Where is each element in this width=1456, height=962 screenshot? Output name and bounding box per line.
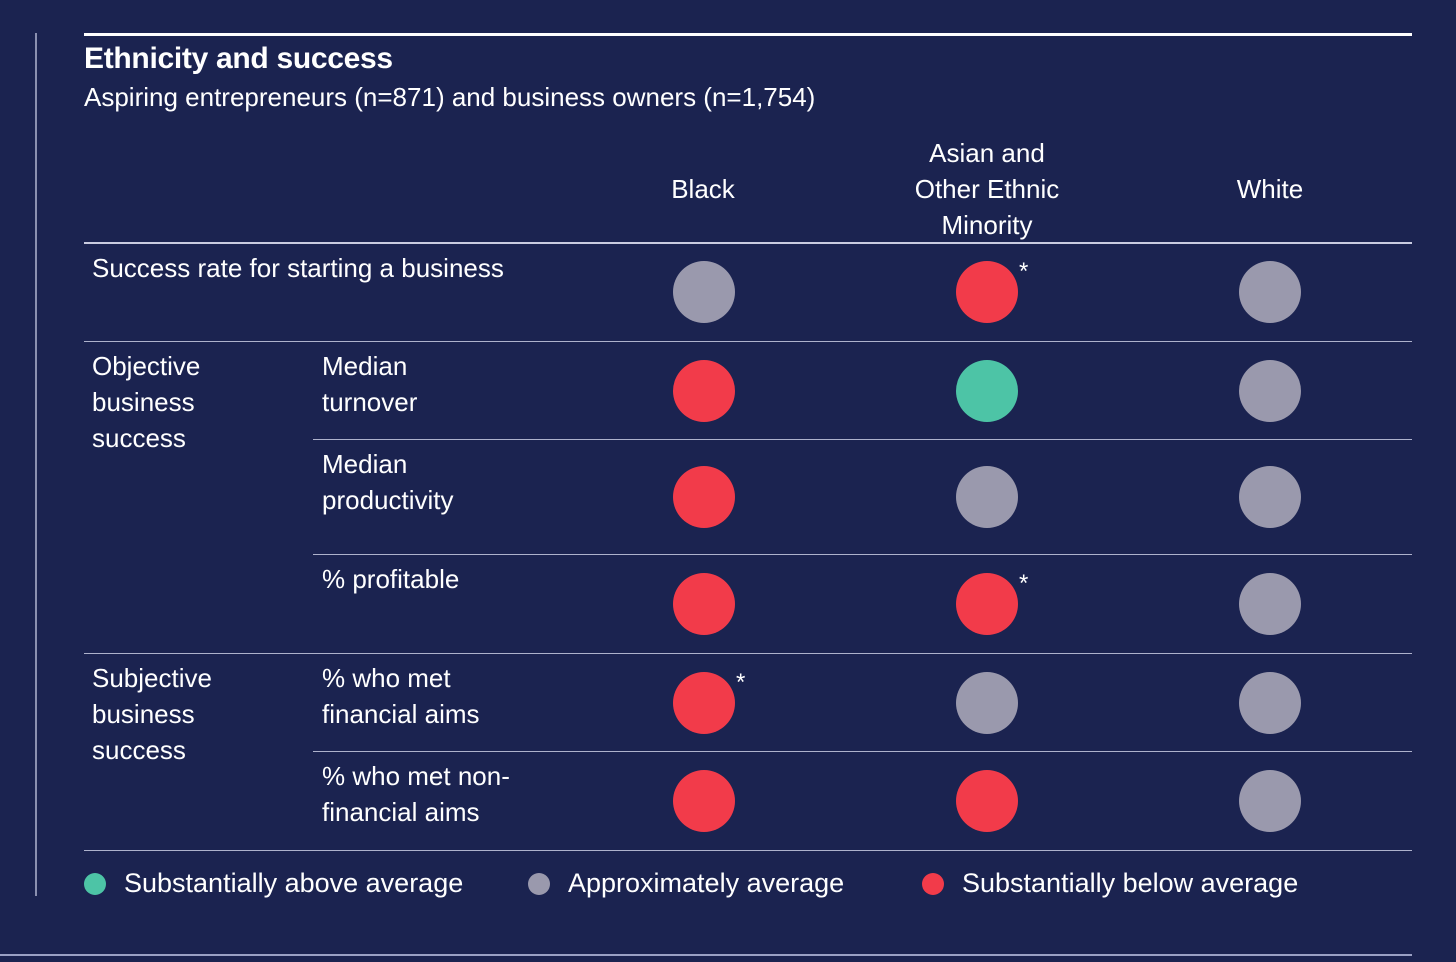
rating-dot-average xyxy=(1239,466,1301,528)
bottom-rule xyxy=(0,954,1412,956)
rating-dot-below xyxy=(673,360,735,422)
rating-dot-average xyxy=(1239,672,1301,734)
header-rule xyxy=(84,242,1412,244)
rating-dot-below xyxy=(673,672,735,734)
rating-dot-below xyxy=(956,770,1018,832)
rating-dot-average xyxy=(1239,770,1301,832)
significance-asterisk: * xyxy=(736,669,746,696)
row-label-success-rate: Success rate for starting a business xyxy=(92,253,504,283)
rating-dot-average xyxy=(673,261,735,323)
significance-asterisk: * xyxy=(1019,258,1029,285)
row-rule xyxy=(84,850,1412,851)
rating-dot-below xyxy=(673,573,735,635)
legend-above-dot xyxy=(84,872,106,895)
rating-dot-below xyxy=(673,466,735,528)
chart-subtitle: Aspiring entrepreneurs (n=871) and busin… xyxy=(84,82,816,112)
chart-title: Ethnicity and success xyxy=(84,42,393,75)
row-rule xyxy=(84,341,1412,342)
left-vertical-rule xyxy=(35,33,37,896)
legend-above-label: Substantially above average xyxy=(124,868,464,898)
group-label-objective: Objective business success xyxy=(92,351,201,453)
legend-below-label: Substantially below average xyxy=(962,868,1299,898)
row-rule xyxy=(313,439,1412,440)
rating-dot-average xyxy=(1239,573,1301,635)
rating-dot-above xyxy=(956,360,1018,422)
column-header-black: Black xyxy=(671,174,735,204)
row-label-profitable: % profitable xyxy=(322,564,460,594)
rating-dot-below xyxy=(673,770,735,832)
rating-dot-below xyxy=(956,573,1018,635)
row-label-financial-aims: % who met financial aims xyxy=(322,663,480,729)
rating-dot-average xyxy=(956,672,1018,734)
rating-dot-below xyxy=(956,261,1018,323)
row-rule xyxy=(313,751,1412,752)
rating-dot-average xyxy=(1239,261,1301,323)
column-header-white: White xyxy=(1236,174,1304,204)
legend-above: Substantially above average xyxy=(84,868,463,899)
legend-average-label: Approximately average xyxy=(568,868,845,898)
row-rule xyxy=(313,554,1412,555)
legend-below: Substantially below average xyxy=(922,868,1298,899)
legend-average-dot xyxy=(528,872,550,895)
legend-below-dot xyxy=(922,872,944,895)
row-label-median-productivity: Median productivity xyxy=(322,449,454,515)
group-label-subjective: Subjective business success xyxy=(92,663,212,765)
legend-average: Approximately average xyxy=(528,868,844,899)
rating-dot-average xyxy=(1239,360,1301,422)
top-rule xyxy=(84,33,1412,36)
row-rule xyxy=(84,653,1412,654)
significance-asterisk: * xyxy=(1019,570,1029,597)
column-header-asian-other: Asian and Other Ethnic Minority xyxy=(914,138,1060,240)
rating-dot-average xyxy=(956,466,1018,528)
row-label-median-turnover: Median turnover xyxy=(322,351,418,417)
row-label-non-financial-aims: % who met non- financial aims xyxy=(322,761,510,827)
